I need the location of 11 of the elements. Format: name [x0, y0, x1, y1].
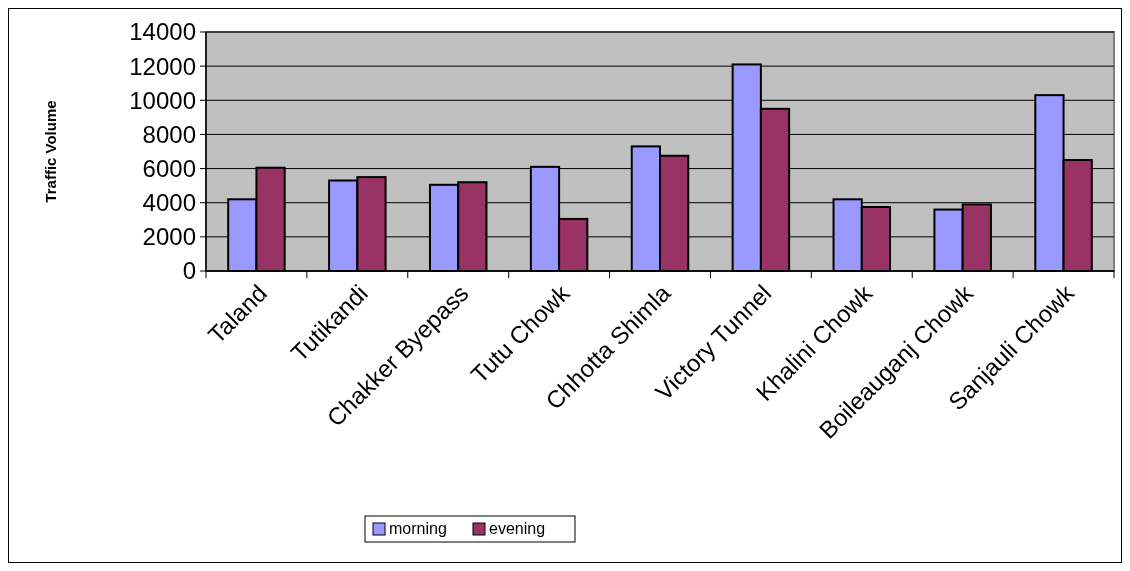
y-tick-label: 4000 [142, 189, 196, 217]
y-axis-title: Traffic Volume [42, 100, 59, 203]
y-tick-label: 2000 [142, 223, 196, 251]
legend-label: evening [489, 520, 546, 537]
y-tick-label: 10000 [129, 86, 196, 114]
y-tick-label: 14000 [129, 18, 196, 46]
y-tick-label: 8000 [142, 120, 196, 148]
y-tick-label: 0 [182, 257, 196, 285]
y-tick-label: 6000 [142, 154, 196, 182]
legend-label: morning [389, 520, 447, 537]
y-tick-label: 12000 [129, 52, 196, 80]
